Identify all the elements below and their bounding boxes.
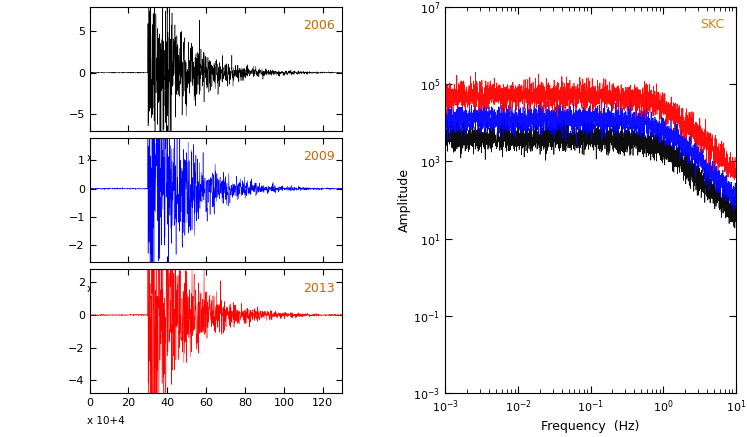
Text: x 10+4: x 10+4 [87,284,125,294]
Text: 2013: 2013 [303,282,335,295]
Text: SKC: SKC [700,18,724,31]
X-axis label: Frequency  (Hz): Frequency (Hz) [542,420,639,434]
Y-axis label: Amplitude: Amplitude [397,168,411,232]
Text: 2006: 2006 [303,19,335,32]
Text: x 10+3: x 10+3 [87,153,125,163]
Text: 2009: 2009 [303,150,335,163]
Text: x 10+4: x 10+4 [87,416,125,426]
